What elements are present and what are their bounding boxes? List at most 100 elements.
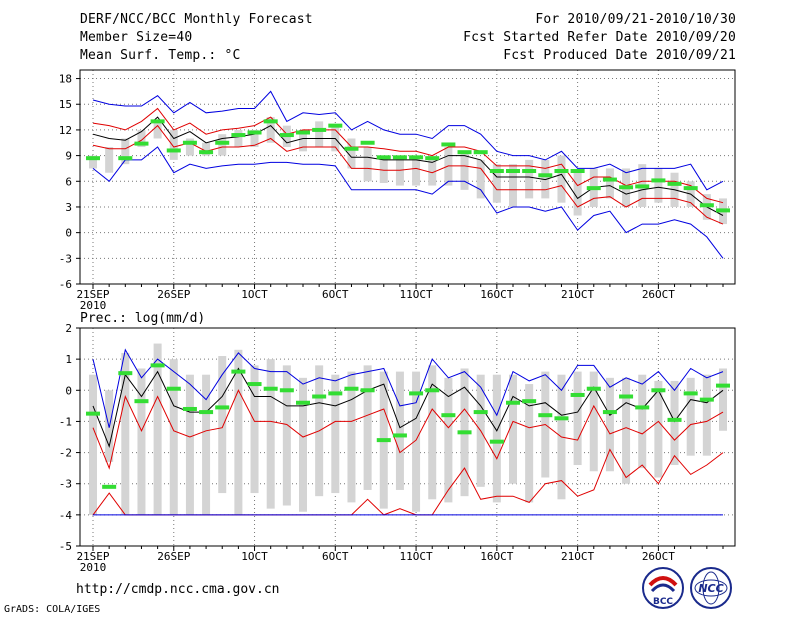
temp-observed-marker (86, 156, 100, 161)
temp-ytick-label: 15 (59, 98, 72, 111)
prec-observed-marker (570, 392, 585, 397)
prec-observed-marker (263, 386, 278, 391)
temp-spread-box (428, 155, 437, 186)
prec-observed-marker (215, 405, 230, 410)
prec-observed-marker (699, 397, 714, 402)
prec-spread-box (363, 365, 372, 490)
prec-observed-marker (166, 386, 181, 391)
temp-mean-line (92, 116, 724, 216)
temp-spread-box (379, 155, 388, 183)
temp-spread-box (202, 142, 211, 156)
prec-spread-box (605, 377, 614, 472)
temp-spread-box (169, 129, 178, 160)
prec-spread-box (654, 380, 663, 478)
temp-spread-box (121, 138, 130, 165)
temp-spread-box (185, 138, 194, 156)
temp-spread-box (89, 155, 97, 169)
prec-spread-box (670, 380, 679, 466)
prec-xtick-year: 2010 (80, 561, 107, 574)
temp-observed-marker (215, 140, 230, 145)
temp-xtick-label: 1OCT (241, 288, 268, 301)
bcc-logo-icon: BCC (642, 567, 684, 609)
temp-observed-marker (199, 150, 214, 155)
temp-spread-box (153, 121, 162, 139)
prec-observed-marker (683, 391, 698, 396)
ncc-logo-text: NCC (698, 582, 723, 595)
temp-spread-box (476, 159, 485, 199)
bcc-logo-text: BCC (653, 597, 673, 607)
prec-spread-box (185, 374, 194, 515)
temp-ytick-label: -6 (59, 278, 72, 291)
prec-xtick-label: 11OCT (400, 550, 433, 563)
prec-xtick-label: 26OCT (642, 550, 675, 563)
temp-xtick-label: 26SEP (157, 288, 190, 301)
prec-observed-marker (667, 417, 682, 422)
temp-observed-marker (473, 150, 488, 155)
chart-title: DERF/NCC/BCC Monthly Forecast (80, 12, 313, 27)
prec-spread-box (153, 343, 162, 515)
footer-url[interactable]: http://cmdp.ncc.cma.gov.cn (76, 582, 280, 597)
prec-observed-marker (457, 430, 472, 435)
prec-observed-marker (425, 388, 440, 393)
prec-observed-marker (150, 363, 165, 368)
temp-observed-marker (570, 169, 585, 174)
temp-spread-box (492, 164, 501, 203)
temp-xtick-label: 11OCT (400, 288, 433, 301)
prec-observed-marker (118, 371, 133, 376)
temp-observed-marker (554, 169, 569, 174)
prec-ytick-label: 1 (65, 353, 72, 366)
prec-observed-marker (312, 394, 327, 399)
temp-upper-blue-line (92, 90, 724, 191)
temp-spread-box (234, 129, 243, 148)
prec-ytick-label: -5 (59, 540, 72, 553)
prec-spread-box (89, 374, 97, 515)
temp-spread-box (137, 129, 146, 148)
prec-observed-marker (489, 439, 504, 444)
prec-observed-marker (473, 410, 488, 415)
temp-spread-box (573, 172, 582, 216)
prec-observed-marker (199, 410, 214, 415)
temp-observed-marker (667, 181, 682, 186)
prec-observed-marker (554, 416, 569, 421)
temp-observed-marker (360, 140, 375, 145)
prec-observed-marker (279, 388, 294, 393)
prec-upper-blue-line (92, 348, 724, 428)
prec-spread-box (428, 365, 437, 500)
temp-ytick-label: 18 (59, 73, 72, 86)
prec-observed-marker (296, 400, 310, 405)
temp-spread-box (605, 168, 614, 199)
prec-spread-box (331, 374, 340, 494)
prec-observed-marker (344, 386, 359, 391)
temp-observed-marker (279, 133, 294, 138)
temp-observed-marker (134, 141, 149, 146)
prec-ytick-label: -4 (59, 509, 73, 522)
prec-observed-marker (619, 394, 634, 399)
member-size-label: Member Size=40 (80, 30, 193, 45)
temp-observed-marker (602, 177, 617, 182)
prec-spread-box (702, 374, 711, 456)
prec-spread-box (218, 356, 227, 494)
temp-spread-box (460, 151, 469, 190)
prec-mean-line (92, 367, 724, 448)
forecast-start-label: Fcst Started Refer Date 2010/09/20 (463, 30, 736, 45)
temp-spread-box (250, 129, 259, 148)
temp-observed-marker (312, 127, 327, 132)
prec-spread-box (121, 352, 130, 515)
prec-observed-marker (602, 410, 617, 415)
temp-xtick-year: 2010 (80, 299, 107, 312)
temp-spread-box (525, 159, 534, 199)
prec-spread-box (444, 377, 453, 503)
prec-frame (79, 327, 736, 547)
prec-spread-box (137, 368, 146, 515)
temp-spread-box (299, 129, 307, 152)
temp-observed-marker (683, 186, 698, 191)
prec-observed-marker (134, 399, 149, 404)
prec-spread-box (719, 368, 727, 431)
prec-spread-box (250, 365, 259, 494)
prec-spread-box (509, 374, 517, 484)
temp-xtick-label: 6OCT (322, 288, 349, 301)
prec-spread-box (169, 359, 178, 515)
temp-lower-red-line (92, 124, 724, 225)
forecast-period-label: For 2010/09/21-2010/10/30 (535, 12, 736, 27)
